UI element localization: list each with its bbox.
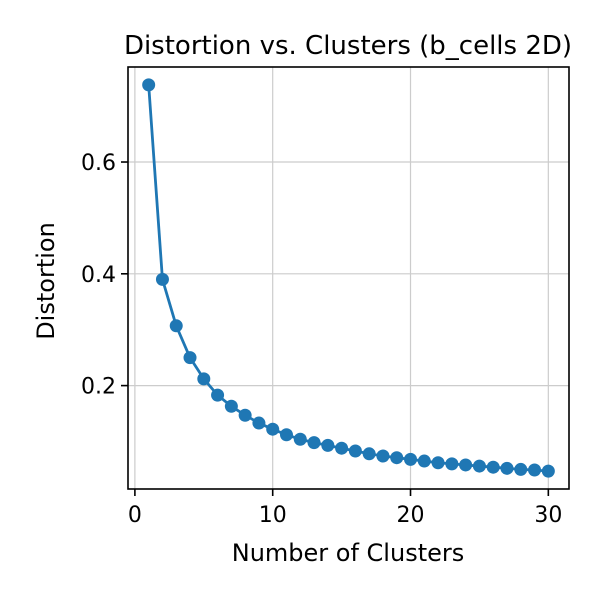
data-point [417, 454, 431, 468]
data-point [183, 351, 197, 365]
data-point [142, 78, 156, 92]
data-point [376, 449, 390, 463]
series-line [147, 84, 549, 473]
data-point [335, 441, 349, 455]
data-point [238, 408, 252, 422]
data-point [252, 416, 266, 430]
data-point [293, 432, 307, 446]
data-point [459, 458, 473, 472]
data-point [390, 451, 404, 465]
y-tick-label: 0.4 [81, 263, 116, 288]
data-point [169, 319, 183, 333]
data-point [486, 460, 500, 474]
x-tick-label: 20 [397, 503, 425, 528]
data-point [541, 464, 555, 478]
data-point [500, 461, 514, 475]
data-point [197, 372, 211, 386]
x-tick-label: 30 [534, 503, 562, 528]
data-point [404, 452, 418, 466]
data-point [528, 463, 542, 477]
series-layer [142, 78, 555, 478]
data-point [362, 447, 376, 461]
data-point [279, 428, 293, 442]
plot-frame [127, 66, 570, 490]
data-point [211, 388, 225, 402]
y-axis-label: Distortion [32, 222, 60, 340]
y-tick-label: 0.2 [81, 375, 116, 400]
data-point [307, 436, 321, 450]
data-point [224, 399, 238, 413]
data-point [348, 444, 362, 458]
y-tick-label: 0.6 [81, 151, 116, 176]
grid-layer [128, 67, 569, 489]
data-point [321, 438, 335, 452]
chart-title: Distortion vs. Clusters (b_cells 2D) [124, 31, 572, 61]
data-point [445, 457, 459, 471]
data-point [431, 456, 445, 470]
tick-layer: 0 10 20 30 0.2 0.4 0.6 [81, 151, 562, 528]
data-point [266, 422, 280, 436]
x-tick-label: 10 [259, 503, 287, 528]
x-tick-label: 0 [128, 503, 142, 528]
x-axis-label: Number of Clusters [232, 539, 465, 567]
data-point [514, 462, 528, 476]
data-point [155, 272, 169, 286]
data-point [472, 459, 486, 473]
